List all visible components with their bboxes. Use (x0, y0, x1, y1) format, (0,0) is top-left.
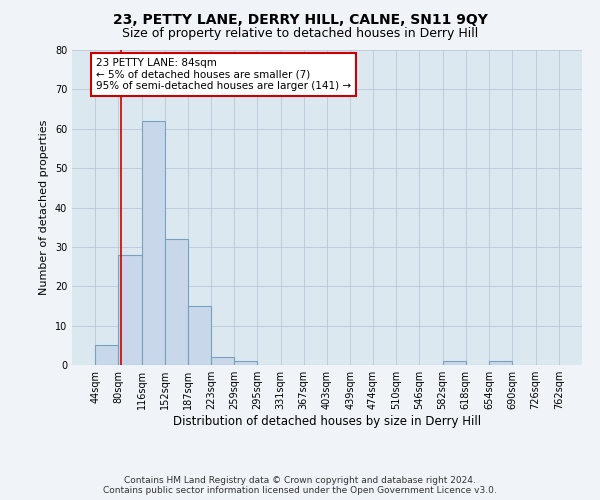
Bar (188, 306, 211, 365)
Bar (489, 361, 512, 365)
X-axis label: Distribution of detached houses by size in Derry Hill: Distribution of detached houses by size … (173, 415, 481, 428)
Bar (142, 121, 165, 365)
Text: 23 PETTY LANE: 84sqm
← 5% of detached houses are smaller (7)
95% of semi-detache: 23 PETTY LANE: 84sqm ← 5% of detached ho… (96, 58, 351, 91)
Y-axis label: Number of detached properties: Number of detached properties (39, 120, 49, 295)
Bar (211, 357, 234, 365)
Bar (95, 346, 118, 365)
Text: Contains HM Land Registry data © Crown copyright and database right 2024.
Contai: Contains HM Land Registry data © Crown c… (103, 476, 497, 495)
Bar (234, 361, 257, 365)
Text: 23, PETTY LANE, DERRY HILL, CALNE, SN11 9QY: 23, PETTY LANE, DERRY HILL, CALNE, SN11 … (113, 12, 487, 26)
Bar (443, 361, 466, 365)
Bar (165, 239, 188, 365)
Text: Size of property relative to detached houses in Derry Hill: Size of property relative to detached ho… (122, 28, 478, 40)
Bar (118, 255, 142, 365)
